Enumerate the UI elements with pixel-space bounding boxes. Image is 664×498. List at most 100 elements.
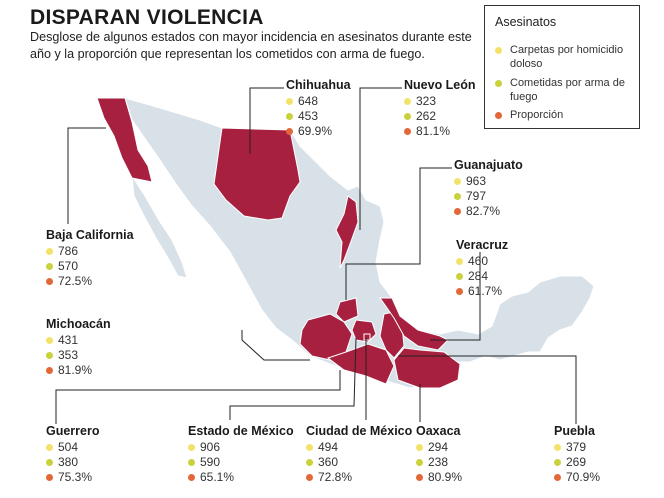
carpetas-text: 504 xyxy=(58,440,79,454)
leader-veracruz xyxy=(430,252,481,341)
carpetas-text: 323 xyxy=(416,94,437,108)
carpetas-value: 963 xyxy=(454,174,523,189)
state-block-guanajuato: Guanajuato 963 797 82.7% xyxy=(454,158,523,219)
state-block-oaxaca: Oaxaca 294 238 80.9% xyxy=(416,424,462,485)
baja-california-sur-shape xyxy=(131,175,188,279)
arma-dot xyxy=(404,113,411,120)
state-name: Nuevo León xyxy=(404,78,476,92)
proporcion-value: 80.9% xyxy=(416,470,462,485)
carpetas-value: 379 xyxy=(554,440,600,455)
carpetas-dot xyxy=(286,98,293,105)
leader-baja-california xyxy=(67,127,106,224)
arma-text: 797 xyxy=(466,189,487,203)
state-block-puebla: Puebla 379 269 70.9% xyxy=(554,424,600,485)
carpetas-value: 323 xyxy=(404,94,476,109)
carpetas-dot xyxy=(46,444,53,451)
legend-item-carpetas: Carpetas por homicidio doloso xyxy=(495,43,625,71)
carpetas-text: 494 xyxy=(318,440,339,454)
arma-text: 590 xyxy=(200,455,221,469)
highlighted-states xyxy=(96,97,461,389)
legend-label-carpetas: Carpetas por homicidio doloso xyxy=(510,44,624,70)
legend-item-arma: Cometidas por arma de fuego xyxy=(495,76,625,104)
proporcion-dot xyxy=(306,474,313,481)
legend-label-arma: Cometidas por arma de fuego xyxy=(510,77,625,103)
carpetas-value: 294 xyxy=(416,440,462,455)
state-block-chihuahua: Chihuahua 648 453 69.9% xyxy=(286,78,351,139)
arma-text: 284 xyxy=(468,269,489,283)
arma-text: 570 xyxy=(58,259,79,273)
state-name: Baja California xyxy=(46,228,134,242)
carpetas-dot xyxy=(554,444,561,451)
proporcion-dot xyxy=(454,208,461,215)
state-block-baja-california: Baja California 786 570 72.5% xyxy=(46,228,134,289)
guerrero-shape xyxy=(326,343,395,385)
state-block-ciudad-de-mexico: Ciudad de México 494 360 72.8% xyxy=(306,424,412,485)
proporcion-value: 70.9% xyxy=(554,470,600,485)
proporcion-value: 81.1% xyxy=(404,124,476,139)
legend-label-proporcion: Proporción xyxy=(510,109,564,121)
proporcion-text: 69.9% xyxy=(298,124,333,138)
proporcion-text: 81.9% xyxy=(58,363,93,377)
state-name: Oaxaca xyxy=(416,424,461,438)
proporcion-dot xyxy=(46,474,53,481)
arma-value: 797 xyxy=(454,189,523,204)
arma-text: 262 xyxy=(416,109,437,123)
proporcion-dot xyxy=(46,367,53,374)
carpetas-text: 963 xyxy=(466,174,487,188)
carpetas-dot xyxy=(46,248,53,255)
carpetas-text: 460 xyxy=(468,254,489,268)
legend-dot-carpetas xyxy=(495,47,502,54)
chihuahua-shape xyxy=(213,127,301,221)
state-block-guerrero: Guerrero 504 380 75.3% xyxy=(46,424,100,485)
page-subtitle: Desglose de algunos estados con mayor in… xyxy=(30,30,472,61)
arma-dot xyxy=(46,459,53,466)
leader-guanajuato xyxy=(345,167,452,300)
carpetas-value: 504 xyxy=(46,440,100,455)
proporcion-text: 72.8% xyxy=(318,470,353,484)
arma-value: 284 xyxy=(456,269,508,284)
state-name: Chihuahua xyxy=(286,78,351,92)
state-name: Veracruz xyxy=(456,238,509,252)
leader-lines xyxy=(55,87,577,424)
arma-text: 360 xyxy=(318,455,339,469)
state-name: Michoacán xyxy=(46,317,111,331)
nuevo-leon-shape xyxy=(335,195,359,269)
carpetas-text: 379 xyxy=(566,440,587,454)
arma-text: 238 xyxy=(428,455,449,469)
arma-dot xyxy=(416,459,423,466)
carpetas-dot xyxy=(416,444,423,451)
carpetas-value: 786 xyxy=(46,244,134,259)
proporcion-value: 69.9% xyxy=(286,124,351,139)
carpetas-dot xyxy=(456,258,463,265)
carpetas-text: 786 xyxy=(58,244,79,258)
state-name: Guerrero xyxy=(46,424,100,438)
carpetas-dot xyxy=(46,337,53,344)
arma-dot xyxy=(456,273,463,280)
leader-chihuahua xyxy=(249,87,284,154)
oaxaca-shape xyxy=(393,347,461,389)
proporcion-text: 75.3% xyxy=(58,470,93,484)
proporcion-dot xyxy=(554,474,561,481)
leader-michoacan xyxy=(241,330,310,361)
carpetas-value: 460 xyxy=(456,254,508,269)
legend-dot-arma xyxy=(495,80,502,87)
carpetas-value: 648 xyxy=(286,94,351,109)
proporcion-text: 72.5% xyxy=(58,274,93,288)
proporcion-value: 72.8% xyxy=(306,470,412,485)
proporcion-dot xyxy=(46,278,53,285)
arma-dot xyxy=(286,113,293,120)
arma-value: 269 xyxy=(554,455,600,470)
proporcion-value: 65.1% xyxy=(188,470,294,485)
state-block-veracruz: Veracruz 460 284 61.7% xyxy=(456,238,508,299)
arma-dot xyxy=(306,459,313,466)
proporcion-value: 72.5% xyxy=(46,274,134,289)
arma-value: 380 xyxy=(46,455,100,470)
arma-value: 360 xyxy=(306,455,412,470)
leader-guerrero xyxy=(55,370,341,424)
arma-dot xyxy=(454,193,461,200)
state-block-nuevo-leon: Nuevo León 323 262 81.1% xyxy=(404,78,476,139)
proporcion-value: 61.7% xyxy=(456,284,508,299)
proporcion-text: 80.9% xyxy=(428,470,463,484)
carpetas-text: 906 xyxy=(200,440,221,454)
